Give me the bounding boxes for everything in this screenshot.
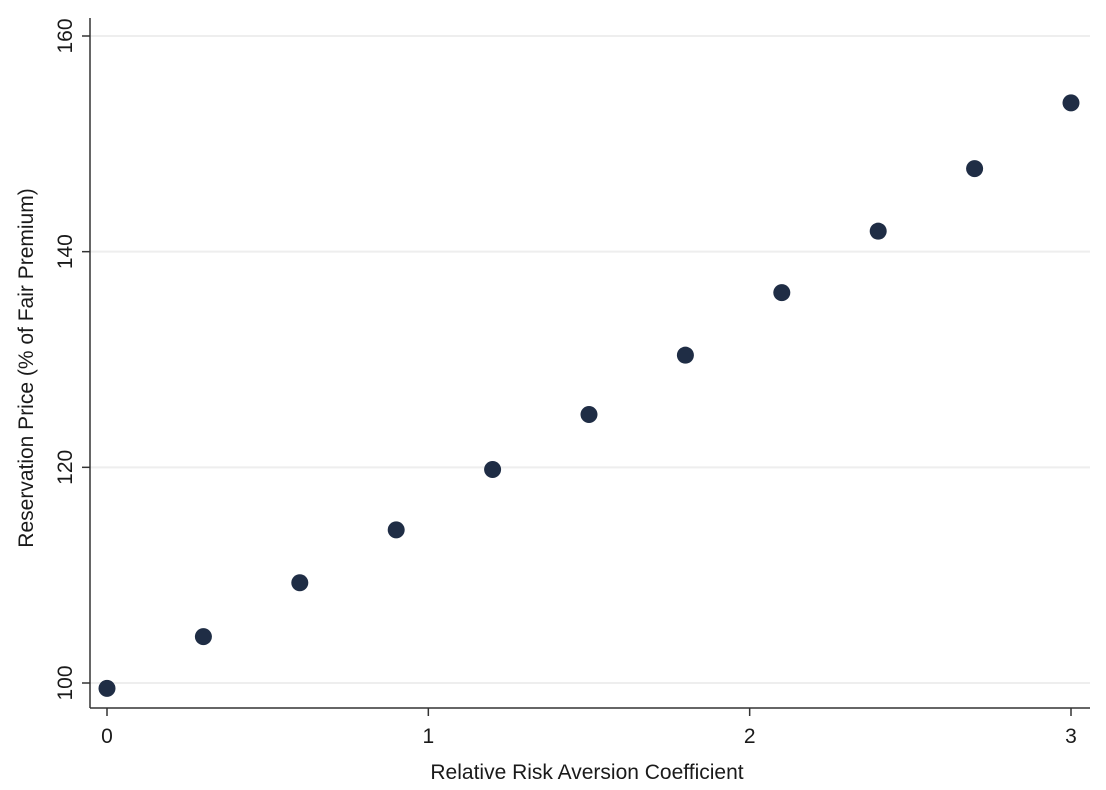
x-axis-title: Relative Risk Aversion Coefficient — [430, 761, 743, 784]
data-point — [1062, 94, 1080, 112]
data-point — [291, 574, 309, 592]
x-tick-label: 1 — [422, 725, 434, 748]
data-points — [98, 94, 1080, 697]
axes — [89, 18, 1090, 709]
data-point — [966, 160, 984, 178]
y-tick-label: 140 — [54, 234, 77, 269]
y-tick-label: 120 — [54, 450, 77, 485]
data-point — [869, 222, 887, 240]
gridlines — [90, 35, 1090, 684]
y-tick-label: 100 — [54, 665, 77, 700]
y-tick-label: 160 — [54, 18, 77, 53]
data-point — [580, 405, 598, 423]
x-tick-label: 3 — [1065, 725, 1077, 748]
ticks: 100 120 140 160 0 1 2 3 — [54, 18, 1077, 748]
x-tick-label: 2 — [744, 725, 756, 748]
x-tick-label: 0 — [101, 725, 113, 748]
data-point — [484, 460, 502, 478]
data-point — [773, 284, 791, 302]
y-axis-title: Reservation Price (% of Fair Premium) — [15, 188, 38, 547]
data-point — [676, 346, 694, 364]
data-point — [194, 628, 212, 646]
data-point — [98, 679, 116, 697]
data-point — [387, 521, 405, 539]
